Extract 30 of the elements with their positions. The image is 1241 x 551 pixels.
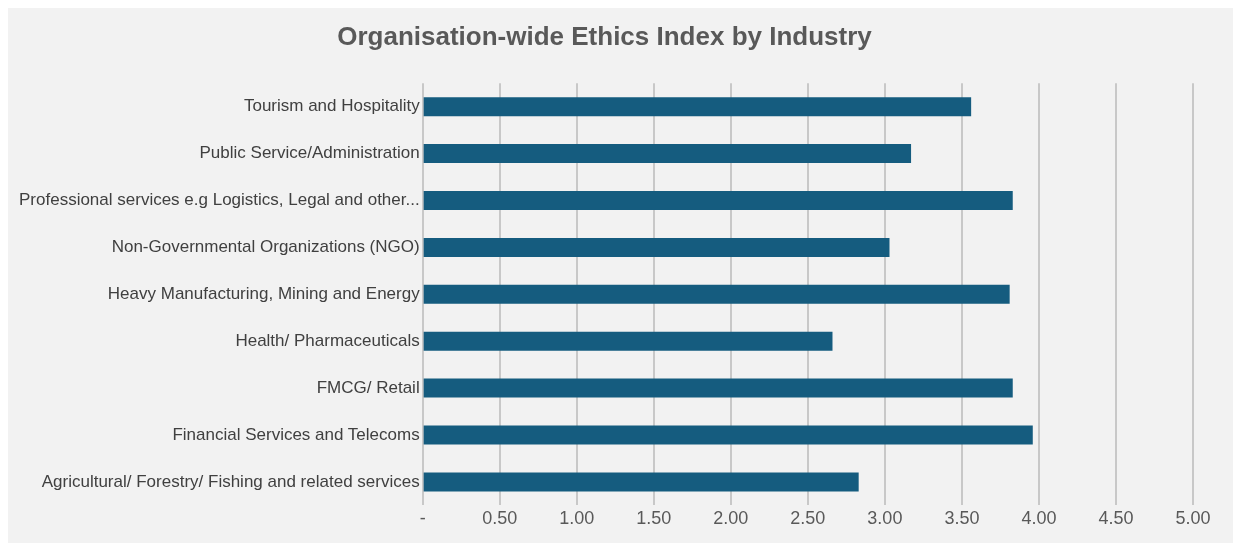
bar	[423, 378, 1013, 398]
x-tick-label: 0.50	[482, 508, 518, 529]
y-tick-label: FMCG/ Retail	[316, 377, 420, 397]
x-tick-label: 1.00	[559, 508, 595, 529]
x-tick-label: 2.00	[713, 508, 749, 529]
y-tick-label: Heavy Manufacturing, Mining and Energy	[107, 283, 421, 303]
x-tick-label: 3.00	[867, 508, 903, 529]
y-tick-label: Professional services e.g Logistics, Legal and other...	[19, 190, 420, 210]
x-tick-label: 2.50	[790, 508, 826, 529]
y-tick-label: Non-Governmental Organizations (NGO)	[111, 237, 420, 257]
x-tick-label: 4.50	[1098, 508, 1134, 529]
bar	[423, 472, 859, 492]
bar	[423, 237, 890, 257]
bar	[423, 97, 972, 117]
bar	[423, 284, 1010, 304]
x-tick-label: 5.00	[1175, 508, 1211, 529]
y-tick-label: Health/ Pharmaceuticals	[235, 330, 420, 350]
y-tick-label: Financial Services and Telecoms	[172, 424, 420, 444]
y-tick-label: Tourism and Hospitality	[243, 96, 421, 116]
x-tick-label: 3.50	[944, 508, 980, 529]
x-tick-label: 4.00	[1021, 508, 1057, 529]
x-tick-label: -	[419, 508, 426, 529]
y-tick-label: Public Service/Administration	[199, 143, 420, 163]
bar	[423, 144, 912, 164]
bar	[423, 425, 1033, 445]
chart-title: Organisation-wide Ethics Index by Industry	[337, 20, 873, 51]
bar	[423, 331, 833, 351]
y-tick-label: Agricultural/ Forestry/ Fishing and related services	[41, 471, 420, 491]
bar	[423, 190, 1013, 210]
x-tick-label: 1.50	[636, 508, 672, 529]
